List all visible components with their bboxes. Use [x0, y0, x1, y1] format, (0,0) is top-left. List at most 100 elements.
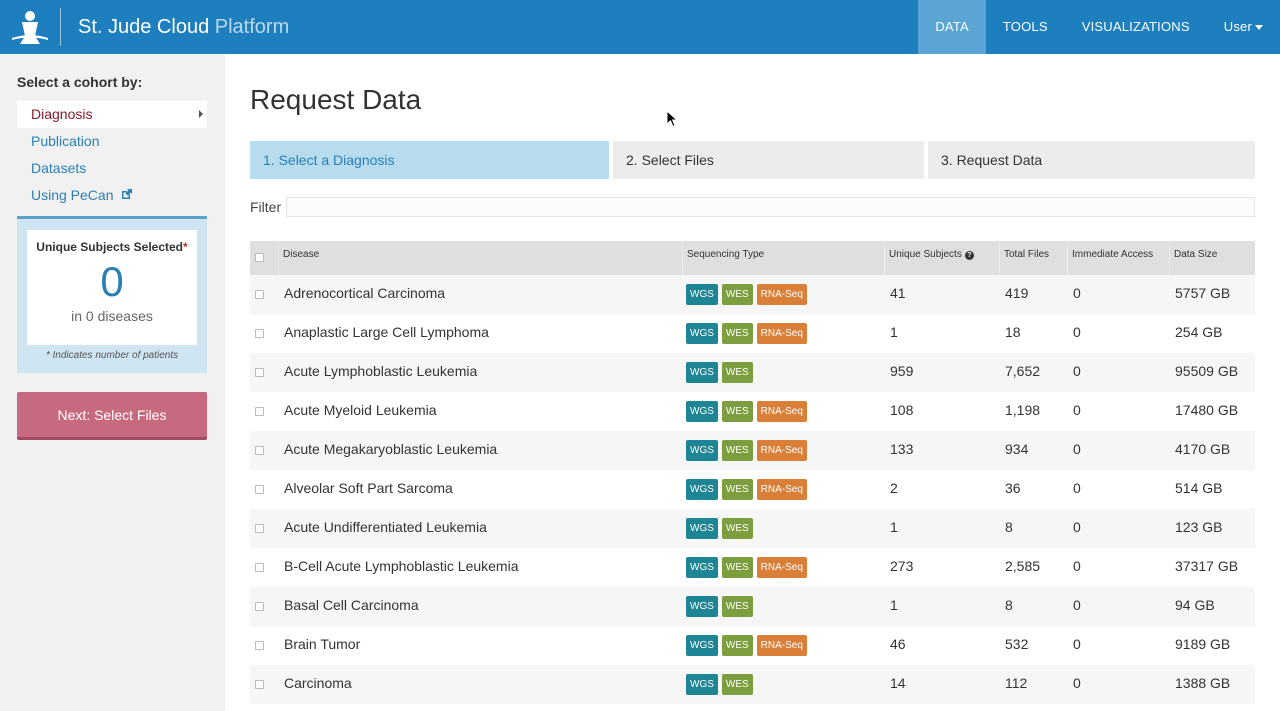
row-checkbox[interactable] [255, 290, 264, 299]
brand-title[interactable]: St. Jude Cloud Platform [78, 14, 289, 40]
data-size-cell: 95509 GB [1175, 363, 1239, 379]
table-row[interactable]: B-Cell Acute Lymphoblastic Leukemia 273 2,… [250, 548, 1255, 587]
wgs-badge: WGS [686, 596, 718, 617]
wes-badge: WES [721, 557, 753, 578]
nav-visualizations[interactable]: VISUALIZATIONS [1081, 19, 1190, 34]
column-header-sequencing-type[interactable]: Sequencing Type [682, 241, 884, 275]
unique-subjects-cell: 273 [890, 558, 914, 574]
row-checkbox[interactable] [255, 524, 264, 533]
column-header-total-files[interactable]: Total Files [999, 241, 1067, 275]
step-select-files[interactable]: 2. Select Files [613, 141, 924, 179]
data-size-cell: 254 GB [1175, 324, 1223, 340]
asterisk-marker: * [183, 240, 188, 254]
immediate-access-cell: 0 [1073, 675, 1081, 691]
wes-badge: WES [721, 596, 753, 617]
data-size-cell: 37317 GB [1175, 558, 1239, 574]
row-checkbox[interactable] [255, 602, 264, 611]
sequencing-type-cell: WGS WES RNA-Seq [686, 479, 807, 500]
row-checkbox[interactable] [255, 329, 264, 338]
wgs-badge: WGS [686, 518, 718, 539]
sequencing-type-cell: WGS WES RNA-Seq [686, 323, 807, 344]
immediate-access-cell: 0 [1073, 402, 1081, 418]
unique-subjects-cell: 108 [890, 402, 914, 418]
sequencing-type-cell: WGS WES RNA-Seq [686, 401, 807, 422]
table-row[interactable]: Alveolar Soft Part Sarcoma 2 36 0 514 GB WGS W… [250, 470, 1255, 509]
table-row[interactable]: Anaplastic Large Cell Lymphoma 1 18 0 254 GB… [250, 314, 1255, 353]
unique-subjects-label: Unique Subjects Selected* [36, 240, 188, 254]
cohort-options: Diagnosis Publication Datasets Using PeC… [17, 101, 207, 209]
data-size-cell: 17480 GB [1175, 402, 1239, 418]
unique-subjects-cell: 1 [890, 597, 898, 613]
filter-label: Filter [250, 199, 282, 215]
immediate-access-cell: 0 [1073, 324, 1081, 340]
disease-cell: Acute Myeloid Leukemia [284, 402, 437, 418]
unique-subjects-cell: 41 [890, 285, 906, 301]
row-checkbox[interactable] [255, 485, 264, 494]
table-row[interactable]: Brain Tumor 46 532 0 9189 GB WGS WES RNA-Seq [250, 626, 1255, 665]
column-header-disease[interactable]: Disease [278, 241, 682, 275]
sequencing-type-cell: WGS WES RNA-Seq [686, 557, 807, 578]
total-files-cell: 36 [1005, 480, 1021, 496]
rna-badge: RNA-Seq [756, 323, 807, 344]
row-checkbox[interactable] [255, 641, 264, 650]
sidebar-item-datasets[interactable]: Datasets [17, 155, 207, 182]
table-row[interactable]: Acute Lymphoblastic Leukemia 959 7,652 0 955… [250, 353, 1255, 392]
data-size-cell: 123 GB [1175, 519, 1223, 535]
info-circle-icon[interactable]: ? [964, 251, 974, 260]
disease-cell: B-Cell Acute Lymphoblastic Leukemia [284, 558, 519, 574]
immediate-access-cell: 0 [1073, 597, 1081, 613]
unique-subjects-cell: 959 [890, 363, 914, 379]
step-request-data[interactable]: 3. Request Data [928, 141, 1255, 179]
column-header-data-size[interactable]: Data Size [1169, 241, 1255, 275]
unique-subjects-cell: 133 [890, 441, 914, 457]
table-row[interactable]: Acute Megakaryoblastic Leukemia 133 934 0 41… [250, 431, 1255, 470]
immediate-access-cell: 0 [1073, 480, 1081, 496]
row-checkbox[interactable] [255, 563, 264, 572]
next-select-files-button[interactable]: Next: Select Files [17, 392, 207, 440]
nav-tools[interactable]: TOOLS [1002, 19, 1048, 34]
row-checkbox[interactable] [255, 446, 264, 455]
wgs-badge: WGS [686, 323, 718, 344]
table-body: Adrenocortical Carcinoma 41 419 0 5757 GB WGS… [250, 275, 1255, 704]
step-select-diagnosis[interactable]: 1. Select a Diagnosis [250, 141, 609, 179]
sequencing-type-cell: WGS WES [686, 362, 753, 383]
data-size-cell: 514 GB [1175, 480, 1223, 496]
table-row[interactable]: Acute Undifferentiated Leukemia 1 8 0 123 GB… [250, 509, 1255, 548]
immediate-access-cell: 0 [1073, 519, 1081, 535]
table-row[interactable]: Adrenocortical Carcinoma 41 419 0 5757 GB WGS… [250, 275, 1255, 314]
row-checkbox[interactable] [255, 368, 264, 377]
table-row[interactable]: Acute Myeloid Leukemia 108 1,198 0 17480 GB W… [250, 392, 1255, 431]
table-row[interactable]: Carcinoma 14 112 0 1388 GB WGS WES [250, 665, 1255, 704]
select-all-checkbox[interactable] [255, 253, 264, 262]
rna-badge: RNA-Seq [756, 479, 807, 500]
wgs-badge: WGS [686, 284, 718, 305]
column-header-immediate-access[interactable]: Immediate Access [1067, 241, 1169, 275]
wgs-badge: WGS [686, 557, 718, 578]
unique-subjects-cell: 2 [890, 480, 898, 496]
total-files-cell: 934 [1005, 441, 1029, 457]
sidebar: Select a cohort by: Diagnosis Publicatio… [0, 54, 225, 711]
sidebar-item-using-pecan[interactable]: Using PeCan [17, 182, 207, 209]
disease-cell: Anaplastic Large Cell Lymphoma [284, 324, 489, 340]
sequencing-type-cell: WGS WES [686, 674, 753, 695]
table-row[interactable]: Basal Cell Carcinoma 1 8 0 94 GB WGS WES [250, 587, 1255, 626]
row-checkbox[interactable] [255, 680, 264, 689]
data-size-cell: 1388 GB [1175, 675, 1231, 691]
sequencing-type-cell: WGS WES RNA-Seq [686, 635, 807, 656]
filter-input[interactable] [286, 197, 1255, 217]
column-header-unique-subjects[interactable]: Unique Subjects? [884, 241, 999, 275]
sequencing-type-cell: WGS WES RNA-Seq [686, 440, 807, 461]
total-files-cell: 8 [1005, 519, 1013, 535]
nav-user-menu[interactable]: User [1207, 0, 1280, 54]
disease-cell: Adrenocortical Carcinoma [284, 285, 446, 301]
st-jude-logo-icon[interactable] [8, 8, 52, 46]
unique-subjects-cell: 14 [890, 675, 906, 691]
wizard-steps: 1. Select a Diagnosis 2. Select Files 3.… [250, 141, 1255, 179]
sidebar-item-diagnosis[interactable]: Diagnosis [17, 101, 207, 128]
sequencing-type-cell: WGS WES RNA-Seq [686, 284, 807, 305]
diseases-count-text: in 0 diseases [71, 308, 153, 324]
disease-cell: Brain Tumor [284, 636, 361, 652]
row-checkbox[interactable] [255, 407, 264, 416]
sidebar-item-publication[interactable]: Publication [17, 128, 207, 155]
nav-data[interactable]: DATA [918, 0, 986, 54]
